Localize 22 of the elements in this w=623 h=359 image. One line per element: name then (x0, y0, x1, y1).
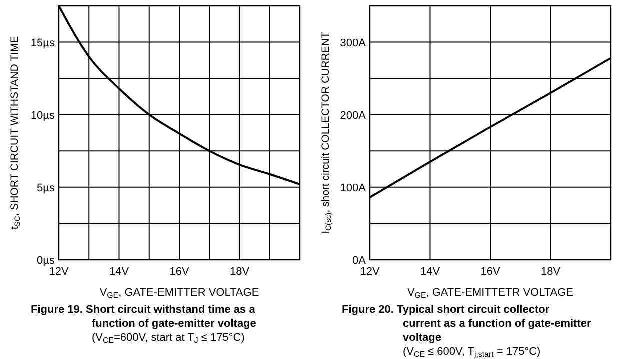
x-axis-title: V$_{GE}$, GATE-EMITTETR VOLTAGE (407, 287, 574, 300)
text: (V$_{CE}$ ≤ 600V, T$_{j,start}$ = 175°C) (403, 346, 541, 359)
y-tick-label: 200A (340, 110, 367, 122)
x-tick-label: 16V (480, 266, 501, 278)
y-tick-label: 5µs (37, 182, 56, 194)
x-tick-label: 18V (540, 266, 562, 278)
y-tick-label: 300A (340, 37, 367, 50)
x-tick-label: 12V (360, 266, 380, 278)
y-tick-label: 15µs (30, 37, 56, 50)
x-tick-label: 16V (170, 266, 190, 278)
x-tick-label: 12V (49, 266, 70, 278)
x-tick-label: 14V (420, 266, 441, 278)
text: (V$_{CE}$=600V, start at T$_{J}$ ≤ 175°C) (92, 332, 245, 345)
y-tick-label: 100A (340, 182, 367, 194)
y-tick-label: 0A (352, 255, 367, 267)
text: Figure 20. Typical short circuit collector current as a function of gate-emitter voltage (342, 304, 592, 344)
y-tick-label: 10µs (30, 110, 56, 122)
x-tick-label: 18V (230, 266, 250, 278)
text: Figure 19. Short circuit withstand time as a function of gate-emitter voltage (31, 304, 256, 330)
y-tick-label: 0µs (37, 255, 56, 267)
x-axis-title: V$_{GE}$, GATE-EMITTER VOLTAGE (100, 287, 260, 300)
x-tick-label: 14V (109, 266, 130, 278)
